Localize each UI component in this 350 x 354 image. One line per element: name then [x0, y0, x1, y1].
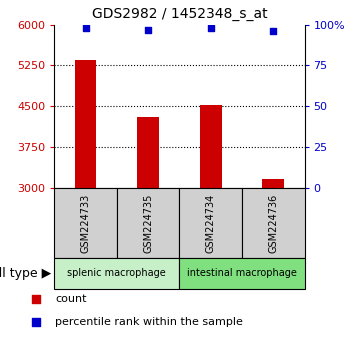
- Text: count: count: [55, 294, 87, 304]
- Point: [145, 27, 151, 33]
- Title: GDS2982 / 1452348_s_at: GDS2982 / 1452348_s_at: [92, 7, 267, 21]
- Bar: [179, 258, 304, 289]
- Point: [34, 296, 39, 302]
- Point: [34, 320, 39, 325]
- Text: GSM224733: GSM224733: [80, 193, 91, 253]
- Text: splenic macrophage: splenic macrophage: [68, 268, 166, 279]
- Bar: [54, 258, 179, 289]
- Bar: [137, 117, 159, 188]
- Text: percentile rank within the sample: percentile rank within the sample: [55, 318, 243, 327]
- Text: cell type ▶: cell type ▶: [0, 267, 51, 280]
- Text: GSM224736: GSM224736: [268, 193, 278, 253]
- Bar: [242, 188, 304, 258]
- Text: GSM224735: GSM224735: [143, 193, 153, 253]
- Text: GSM224734: GSM224734: [206, 193, 216, 253]
- Text: intestinal macrophage: intestinal macrophage: [187, 268, 297, 279]
- Bar: [54, 188, 117, 258]
- Bar: [117, 188, 179, 258]
- Point: [208, 25, 213, 31]
- Point: [83, 25, 88, 31]
- Bar: [75, 60, 97, 188]
- Point: [271, 28, 276, 34]
- Bar: [262, 179, 284, 188]
- Bar: [200, 104, 222, 188]
- Bar: [179, 188, 242, 258]
